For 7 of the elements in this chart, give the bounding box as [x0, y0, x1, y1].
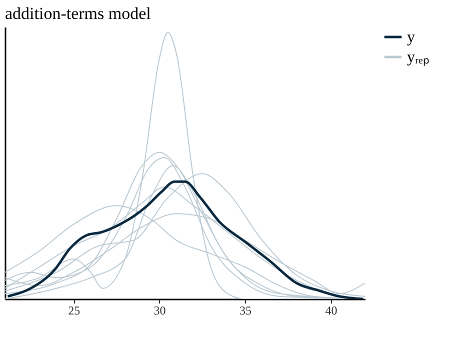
- x-tick-label: 25: [68, 304, 80, 318]
- legend-label: y: [407, 29, 415, 46]
- x-tick-label: 30: [154, 304, 166, 318]
- x-tick-label: 40: [325, 304, 338, 318]
- legend-label: yᵣₑₚ: [407, 49, 429, 66]
- chart-title: addition-terms model: [5, 4, 152, 23]
- x-tick-label: 35: [240, 304, 252, 318]
